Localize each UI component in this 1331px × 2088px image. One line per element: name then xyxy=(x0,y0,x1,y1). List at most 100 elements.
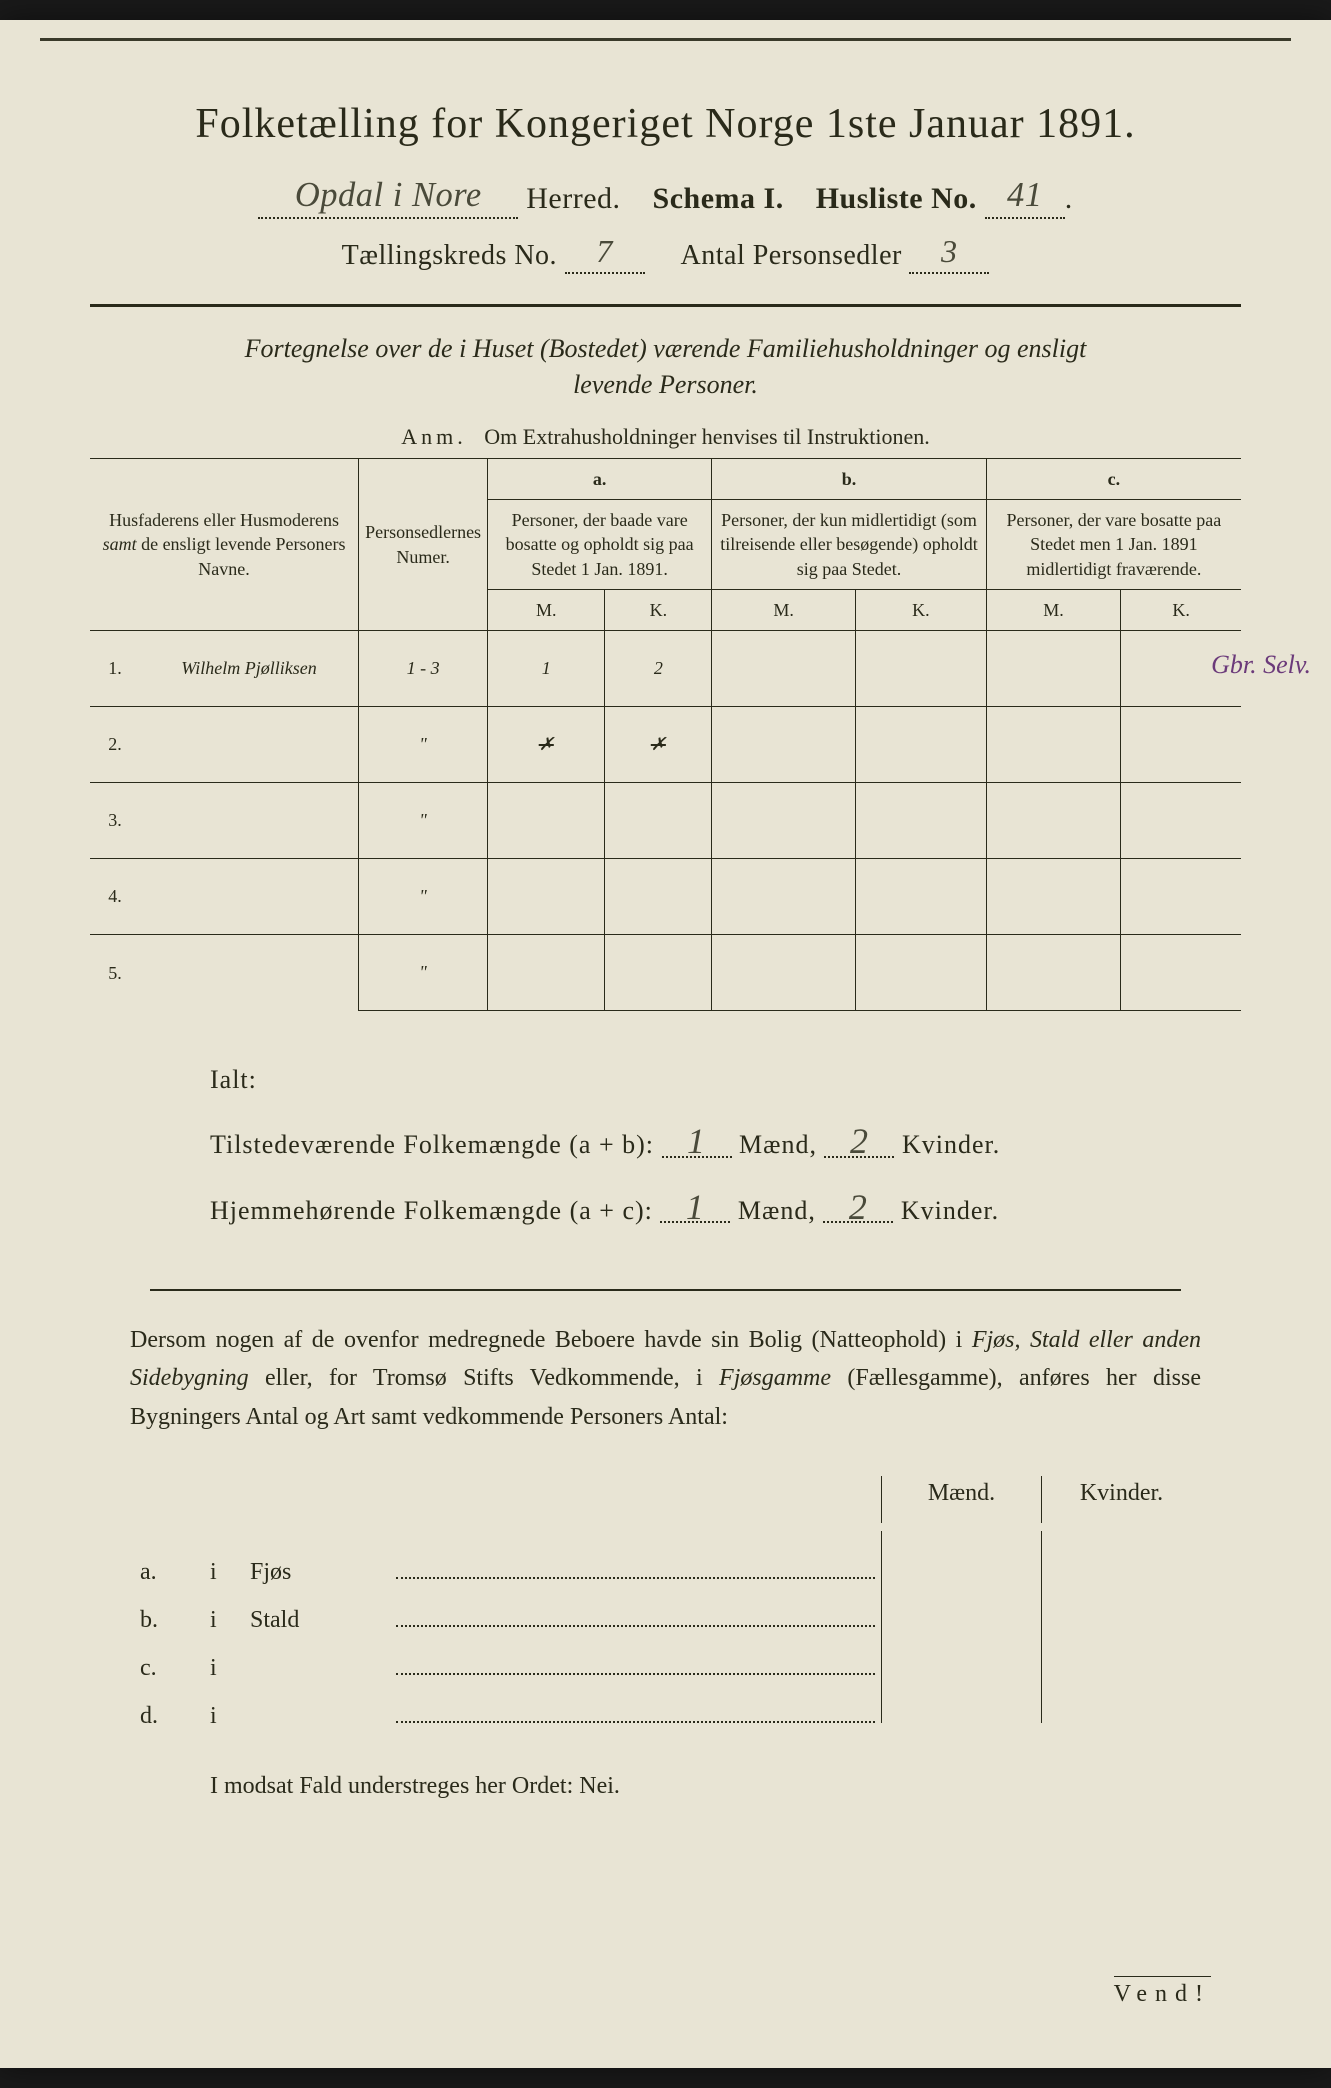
b-m-cell xyxy=(712,859,856,935)
bottom-col-k: Kvinder. xyxy=(1041,1476,1201,1523)
b-k-cell xyxy=(855,859,986,935)
a-m-cell xyxy=(488,859,605,935)
dotted-line xyxy=(396,1699,875,1723)
kreds-label: Tællingskreds No. xyxy=(342,240,557,271)
subtitle-line2: levende Personer. xyxy=(573,370,758,399)
anm-text: Om Extrahusholdninger henvises til Instr… xyxy=(484,424,929,449)
th-a-desc: Personer, der baade vare bosatte og opho… xyxy=(488,500,712,590)
margin-note: Gbr. Selv. xyxy=(1211,650,1311,680)
th-a-m: M. xyxy=(488,589,605,630)
th-b-k: K. xyxy=(855,589,986,630)
bottom-k-cell xyxy=(1041,1579,1201,1627)
bottom-row-label: b. xyxy=(130,1607,210,1634)
bottom-m-cell xyxy=(881,1675,1041,1723)
th-c-m: M. xyxy=(986,589,1120,630)
bottom-row-label: a. xyxy=(130,1559,210,1586)
b-m-cell xyxy=(712,707,856,783)
kreds-value: 7 xyxy=(596,233,613,269)
bottom-m-cell xyxy=(881,1627,1041,1675)
resident-k: 2 xyxy=(823,1193,893,1224)
bottom-row-i: i xyxy=(210,1559,250,1586)
schema-label: Schema I. xyxy=(653,182,784,215)
bottom-header: Mænd. Kvinder. xyxy=(130,1476,1201,1523)
bottom-row: d.i xyxy=(130,1675,1201,1723)
sedler-cell: " xyxy=(359,707,488,783)
th-c-k: K. xyxy=(1121,589,1241,630)
kreds-field: 7 xyxy=(565,235,645,274)
b-k-cell xyxy=(855,707,986,783)
sedler-cell: " xyxy=(359,783,488,859)
herred-field: Opdal i Nore xyxy=(258,178,518,219)
maend-label: Mænd, xyxy=(739,1130,817,1159)
bottom-row-label: c. xyxy=(130,1655,210,1682)
th-b-m: M. xyxy=(712,589,856,630)
name-cell xyxy=(140,707,359,783)
a-k-cell: ✗ xyxy=(605,707,712,783)
bottom-table: Mænd. Kvinder. a.iFjøsb.iStaldc.id.i xyxy=(130,1476,1201,1723)
ialt-label: Ialt: xyxy=(210,1051,1241,1108)
b-m-cell xyxy=(712,783,856,859)
antal-field: 3 xyxy=(909,235,989,274)
present-k: 2 xyxy=(824,1127,894,1158)
c-k-cell xyxy=(1121,707,1241,783)
header-line-1: Opdal i Nore Herred. Schema I. Husliste … xyxy=(90,178,1241,219)
th-sedler: Personsedlernes Numer. xyxy=(359,458,488,630)
th-b-desc: Personer, der kun midlertidigt (som tilr… xyxy=(712,500,987,590)
a-k-cell xyxy=(605,935,712,1011)
table-row: 4." xyxy=(90,859,1241,935)
b-k-cell xyxy=(855,783,986,859)
sedler-cell: 1 - 3 xyxy=(359,631,488,707)
divider-mid xyxy=(150,1289,1181,1291)
husliste-label: Husliste No. xyxy=(816,182,977,215)
bottom-k-cell xyxy=(1041,1627,1201,1675)
c-m-cell xyxy=(986,707,1120,783)
c-k-cell xyxy=(1121,935,1241,1011)
c-m-cell xyxy=(986,935,1120,1011)
th-names: Husfaderens eller Husmoderens samt de en… xyxy=(90,458,359,630)
bottom-row: b.iStald xyxy=(130,1579,1201,1627)
name-cell: Wilhelm Pjølliksen xyxy=(140,631,359,707)
th-b-label: b. xyxy=(712,458,987,499)
resident-label: Hjemmehørende Folkemængde (a + c): xyxy=(210,1196,653,1225)
row-num: 5. xyxy=(90,935,140,1011)
census-table: Husfaderens eller Husmoderens samt de en… xyxy=(90,458,1241,1011)
table-row: 3. " xyxy=(90,783,1241,859)
dotted-line xyxy=(396,1651,875,1675)
bottom-m-cell xyxy=(881,1579,1041,1627)
row-num: 1. xyxy=(90,631,140,707)
row-num: 3. xyxy=(90,783,140,859)
a-m-cell xyxy=(488,935,605,1011)
page-title: Folketælling for Kongeriget Norge 1ste J… xyxy=(90,100,1241,148)
totals-present: Tilstedeværende Folkemængde (a + b): 1 M… xyxy=(210,1116,1241,1173)
kvinder-label: Kvinder. xyxy=(902,1130,1000,1159)
row-num: 4. xyxy=(90,859,140,935)
b-m-cell xyxy=(712,935,856,1011)
bottom-m-cell xyxy=(881,1531,1041,1579)
herred-label: Herred. xyxy=(526,182,620,215)
bottom-row-i: i xyxy=(210,1703,250,1730)
a-m-cell: ✗ xyxy=(488,707,605,783)
husliste-value: 41 xyxy=(1007,176,1043,214)
present-m: 1 xyxy=(662,1127,732,1158)
dotted-line xyxy=(396,1603,875,1627)
th-a-label: a. xyxy=(488,458,712,499)
row-num: 2. xyxy=(90,707,140,783)
table-row: 1.Wilhelm Pjølliksen1 - 312 xyxy=(90,631,1241,707)
a-m-cell xyxy=(488,783,605,859)
b-m-cell xyxy=(712,631,856,707)
th-c-label: c. xyxy=(986,458,1241,499)
c-m-cell xyxy=(986,859,1120,935)
bottom-k-cell xyxy=(1041,1675,1201,1723)
table-row: 5." xyxy=(90,935,1241,1011)
bottom-col-m: Mænd. xyxy=(881,1476,1041,1523)
b-k-cell xyxy=(855,935,986,1011)
kvinder-label2: Kvinder. xyxy=(901,1196,999,1225)
antal-value: 3 xyxy=(941,233,958,269)
header-line-2: Tællingskreds No. 7 Antal Personsedler 3 xyxy=(90,235,1241,274)
nei-line: I modsat Fald understreges her Ordet: Ne… xyxy=(210,1773,1241,1800)
name-cell xyxy=(140,935,359,1011)
a-k-cell xyxy=(605,783,712,859)
census-form-page: Folketælling for Kongeriget Norge 1ste J… xyxy=(0,20,1331,2068)
a-k-cell: 2 xyxy=(605,631,712,707)
c-m-cell xyxy=(986,631,1120,707)
